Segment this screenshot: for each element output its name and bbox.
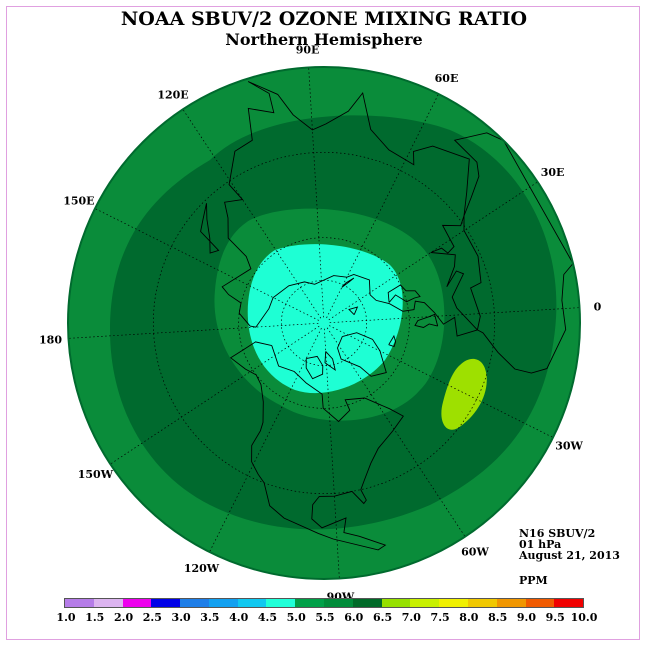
color-scale-segment [496, 599, 526, 607]
color-scale-segment [525, 599, 555, 607]
coastline-path [388, 334, 397, 348]
coastline-path [324, 351, 336, 372]
color-scale-segment [410, 599, 440, 607]
coastline-path [229, 341, 404, 551]
units-label: PPM [519, 574, 548, 587]
coastline-path [414, 313, 439, 328]
map-border [67, 66, 581, 580]
longitude-label: 60E [435, 72, 459, 85]
atlantic-patch-region [441, 358, 487, 430]
longitude-label: 30E [541, 166, 565, 179]
color-scale-segment [467, 599, 497, 607]
color-scale-label: 7.5 [430, 611, 450, 624]
coastline-path [341, 277, 355, 288]
color-scale-segment [295, 599, 325, 607]
color-scale-segment [122, 599, 152, 607]
color-scale-label: 6.0 [344, 611, 364, 624]
instrument-label: N16 SBUV/2 [519, 527, 596, 540]
color-scale-label: 9.0 [516, 611, 537, 624]
color-scale-label: 1.0 [56, 611, 76, 624]
coastline-path [305, 355, 324, 380]
longitude-label: 120E [157, 88, 188, 101]
coastline-path [348, 306, 359, 316]
latitude-circle [152, 151, 496, 495]
meridian-line [68, 322, 319, 339]
graticule [68, 67, 580, 579]
longitude-label: 0 [594, 301, 602, 314]
color-scale-segment [324, 599, 353, 607]
ozone-contours [68, 67, 580, 579]
longitude-label: 60W [461, 546, 489, 559]
color-scale-label: 3.5 [200, 611, 220, 624]
color-scale-label: 10.0 [570, 611, 598, 624]
color-scale-label: 8.0 [459, 611, 479, 624]
longitude-label: 180 [39, 333, 62, 346]
meridian-line [326, 327, 466, 537]
color-scale-label: 4.5 [257, 611, 278, 624]
coastline-path [221, 81, 478, 337]
meridian-line [326, 93, 439, 319]
color-scale-segment [180, 599, 209, 607]
page-frame [6, 6, 640, 640]
longitude-label: 150W [78, 468, 114, 481]
color-scale-segment [439, 599, 468, 607]
coastline-path [387, 284, 421, 303]
color-scale-segment [381, 599, 411, 607]
color-scale-label: 2.0 [113, 611, 134, 624]
latitude-circle [280, 279, 368, 367]
map-subtitle: Northern Hemisphere [225, 30, 423, 49]
longitude-label: 120W [184, 562, 220, 575]
meridian-line [94, 208, 320, 321]
color-scale-label: 6.5 [372, 611, 393, 624]
color-scale-label: 5.5 [315, 611, 335, 624]
color-scale-labels: 1.0 1.5 2.0 2.5 3.0 3.5 4.0 4.5 5.0 5.5 6.0 6.5 7.0 7… [0, 611, 648, 625]
meridian-line [329, 307, 580, 324]
color-scale-segment [266, 599, 296, 607]
color-scale-segment [352, 599, 382, 607]
meridian-line [328, 325, 554, 438]
polar-cap-region [247, 244, 403, 394]
pressure-level-label: 01 hPa [519, 538, 562, 551]
map-title: NOAA SBUV/2 OZONE MIXING RATIO [120, 8, 528, 30]
latitude-circle [238, 237, 410, 409]
meridian-line [182, 109, 322, 319]
date-label: August 21, 2013 [519, 549, 620, 562]
coastline-path [200, 203, 220, 254]
color-scale-segment [151, 599, 181, 607]
longitude-label: 90E [296, 44, 320, 57]
color-scale-label: 2.5 [142, 611, 162, 624]
meridian-line [328, 181, 538, 321]
color-scale-label: 8.5 [488, 611, 508, 624]
color-scale-label: 5.0 [286, 611, 306, 624]
meridian-line [110, 325, 320, 465]
color-scale-label: 4.0 [229, 611, 249, 624]
color-scale-segment [93, 599, 123, 607]
color-scale-label: 1.5 [85, 611, 105, 624]
color-scale-segment [208, 599, 238, 607]
color-scale-segment [237, 599, 267, 607]
meridian-line [323, 328, 340, 579]
color-scale-label: 3.0 [171, 611, 191, 624]
color-scale-segment [65, 599, 94, 607]
color-scale-label: 9.5 [545, 611, 565, 624]
color-scale-label: 7.0 [401, 611, 421, 624]
coastline-path [453, 132, 574, 374]
meridian-line [308, 67, 325, 318]
color-scale-bar [64, 598, 584, 608]
meridian-line [209, 327, 322, 553]
longitude-label: 30W [555, 440, 583, 453]
color-scale-segment [554, 599, 584, 607]
longitude-label: 150E [63, 195, 94, 208]
